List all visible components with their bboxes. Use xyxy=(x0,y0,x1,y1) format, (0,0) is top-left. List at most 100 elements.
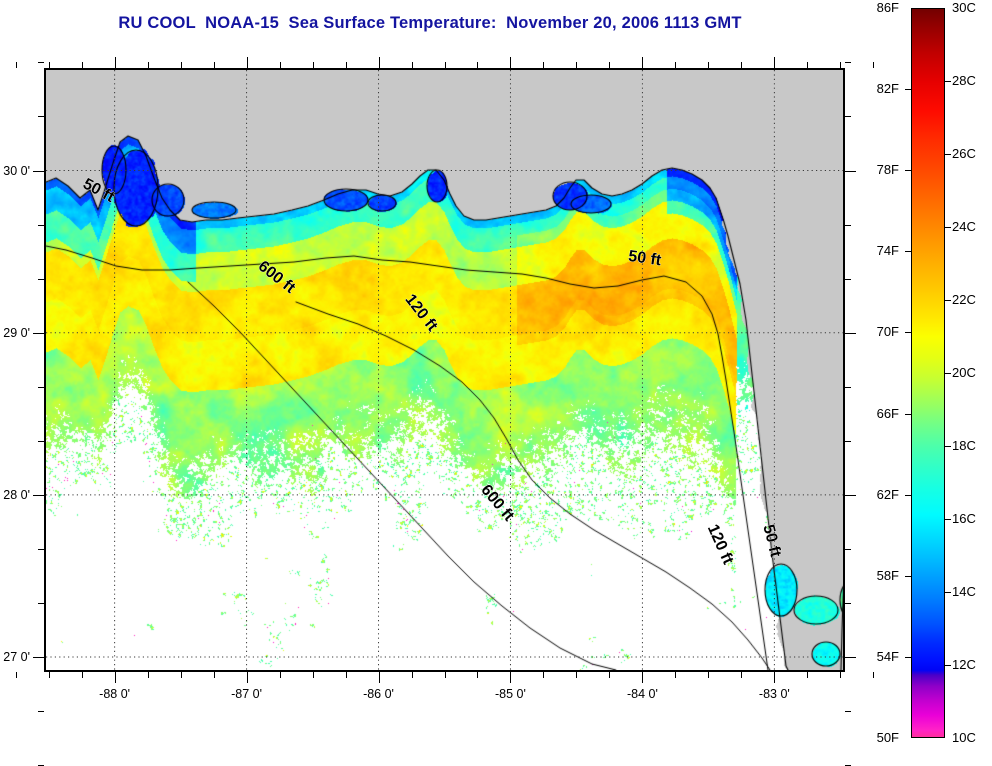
x-axis-tick xyxy=(246,57,248,68)
x-axis-tick xyxy=(675,62,677,68)
colorbar-tick-fahrenheit xyxy=(905,657,911,658)
y-axis-tick xyxy=(38,62,44,64)
x-axis-tick xyxy=(807,62,809,68)
x-axis-tick xyxy=(510,672,512,683)
x-axis-tick-label: -83 0' xyxy=(758,687,790,701)
temperature-colorbar xyxy=(911,8,945,738)
sst-raster xyxy=(46,70,843,670)
y-axis-tick xyxy=(845,548,851,550)
y-axis-tick xyxy=(38,278,44,280)
colorbar-tick-fahrenheit xyxy=(905,332,911,333)
colorbar-label-fahrenheit: 78F xyxy=(876,162,899,178)
x-axis-tick-label: -84 0' xyxy=(626,687,658,701)
colorbar-label-celsius: 12C xyxy=(952,657,976,672)
y-axis-tick xyxy=(845,170,856,172)
x-axis-tick xyxy=(48,62,50,68)
x-axis-tick xyxy=(147,62,149,68)
x-axis-tick xyxy=(543,672,545,678)
colorbar-label-celsius: 22C xyxy=(952,292,976,307)
x-axis-tick xyxy=(477,62,479,68)
y-axis-tick-label: 28 0' xyxy=(3,487,30,502)
colorbar-label-celsius: 10C xyxy=(952,730,976,745)
x-axis-tick xyxy=(642,57,644,68)
y-axis-tick xyxy=(33,170,44,172)
colorbar-tick-fahrenheit xyxy=(905,170,911,171)
x-axis-tick xyxy=(213,672,215,678)
colorbar-label-fahrenheit: 54F xyxy=(876,648,899,664)
x-axis-tick xyxy=(840,672,842,678)
x-axis-tick xyxy=(807,672,809,678)
x-axis-tick xyxy=(444,62,446,68)
x-axis-tick xyxy=(741,672,743,678)
y-axis-tick xyxy=(845,224,851,226)
x-axis-tick xyxy=(444,672,446,678)
colorbar-tick-fahrenheit xyxy=(905,495,911,496)
x-axis-tick xyxy=(246,672,248,683)
y-axis-tick xyxy=(845,116,851,118)
x-axis-tick xyxy=(774,57,776,68)
x-axis-tick xyxy=(576,672,578,678)
x-axis-tick xyxy=(279,62,281,68)
x-axis-tick xyxy=(840,62,842,68)
colorbar-tick-celsius xyxy=(945,227,951,228)
y-axis-tick xyxy=(845,657,856,659)
x-axis-tick xyxy=(675,672,677,678)
x-axis-tick xyxy=(114,57,116,68)
y-axis-tick xyxy=(845,386,851,388)
x-axis-tick-label: -85 0' xyxy=(495,687,526,701)
x-axis-tick xyxy=(378,672,380,683)
colorbar-label-celsius: 24C xyxy=(952,219,976,234)
colorbar-tick-celsius xyxy=(945,665,951,666)
y-axis-tick xyxy=(845,62,851,64)
x-axis-tick xyxy=(477,672,479,678)
x-axis-tick xyxy=(642,672,644,683)
colorbar-label-celsius: 28C xyxy=(952,73,976,88)
colorbar-label-fahrenheit: 70F xyxy=(876,324,899,340)
x-axis-tick xyxy=(15,62,17,68)
colorbar-label-celsius: 30C xyxy=(952,0,976,15)
colorbar-tick-fahrenheit xyxy=(905,414,911,415)
x-axis-tick xyxy=(873,62,875,68)
colorbar-tick-celsius xyxy=(945,446,951,447)
x-axis-tick xyxy=(873,672,875,678)
colorbar-tick-celsius xyxy=(945,81,951,82)
y-axis-tick xyxy=(38,116,44,118)
y-axis-tick xyxy=(38,440,44,442)
y-axis-tick-label: 29 0' xyxy=(3,325,30,340)
colorbar-tick-celsius xyxy=(945,592,951,593)
colorbar-tick-celsius xyxy=(945,154,951,155)
x-axis-tick-label: -88 0' xyxy=(99,687,131,701)
x-axis-tick xyxy=(15,672,17,678)
map-plot-area: 50 ft 600 ft 120 ft 50 ft 600 ft 120 ft 50 ft xyxy=(44,68,845,672)
x-axis-tick xyxy=(180,672,182,678)
x-axis-tick xyxy=(180,62,182,68)
y-axis-tick xyxy=(38,548,44,550)
colorbar-tick-fahrenheit xyxy=(905,251,911,252)
y-axis-tick xyxy=(845,332,856,334)
x-axis-tick xyxy=(279,672,281,678)
colorbar-tick-fahrenheit xyxy=(905,89,911,90)
x-axis-tick xyxy=(81,62,83,68)
colorbar-tick-celsius xyxy=(945,300,951,301)
x-axis-tick xyxy=(378,57,380,68)
colorbar-label-fahrenheit: 50F xyxy=(876,730,899,745)
x-axis-tick xyxy=(411,672,413,678)
x-axis-tick xyxy=(48,672,50,678)
x-axis-tick xyxy=(609,672,611,678)
y-axis-tick xyxy=(845,440,851,442)
colorbar-label-fahrenheit: 86F xyxy=(876,0,899,15)
colorbar-tick-celsius xyxy=(945,373,951,374)
y-axis-tick xyxy=(33,332,44,334)
colorbar-tick-fahrenheit xyxy=(905,576,911,577)
colorbar-label-fahrenheit: 58F xyxy=(876,567,899,583)
colorbar-label-celsius: 20C xyxy=(952,365,976,380)
y-axis-tick-label: 30 0' xyxy=(3,163,30,178)
x-axis-tick xyxy=(147,672,149,678)
x-axis-tick xyxy=(741,62,743,68)
y-axis-tick xyxy=(845,711,851,713)
x-axis-tick xyxy=(543,62,545,68)
x-axis-tick xyxy=(312,672,314,678)
x-axis-tick xyxy=(510,57,512,68)
y-axis-tick xyxy=(845,278,851,280)
